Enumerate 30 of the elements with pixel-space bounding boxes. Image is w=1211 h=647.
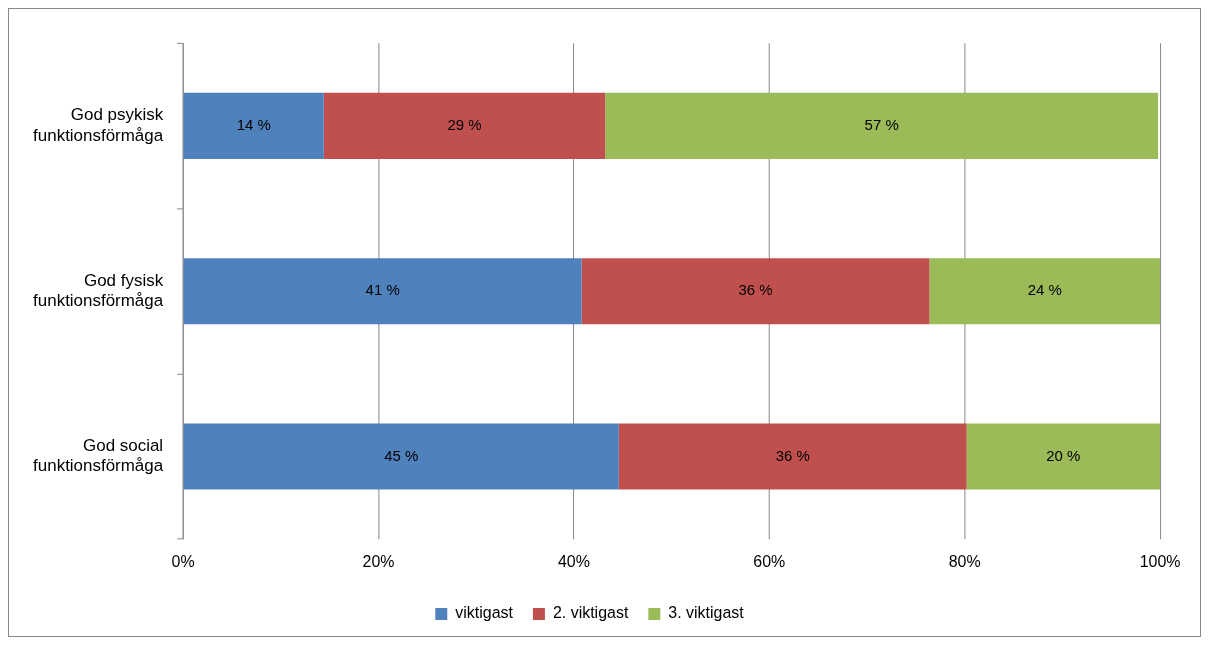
x-tick-label: 0% <box>171 553 195 571</box>
bar <box>929 258 1161 325</box>
data-label: 41 % <box>365 281 400 299</box>
bar <box>581 258 930 325</box>
bar <box>605 92 1159 159</box>
data-label: 14 % <box>236 116 271 134</box>
y-tick-label: God social funktionsförmåga <box>33 435 164 476</box>
legend-label: 2. viktigast <box>552 604 629 622</box>
legend-label: viktigast <box>455 604 514 622</box>
data-label: 36 % <box>775 446 810 464</box>
bar <box>618 423 967 490</box>
x-tick-label: 20% <box>362 553 395 571</box>
legend-label: 3. viktigast <box>668 604 745 622</box>
data-label: 45 % <box>384 446 419 464</box>
bar <box>183 423 619 490</box>
data-label: 20 % <box>1046 446 1081 464</box>
data-label: 36 % <box>738 281 773 299</box>
bar <box>183 92 324 159</box>
x-tick-label: 100% <box>1139 553 1181 571</box>
y-tick-label: God fysisk funktionsförmåga <box>33 270 164 311</box>
y-tick-label: God psykisk funktionsförmåga <box>33 105 164 145</box>
bar <box>323 92 606 159</box>
data-label: 29 % <box>447 116 482 134</box>
x-tick-label: 80% <box>948 553 981 571</box>
bar <box>183 258 582 325</box>
data-label: 24 % <box>1027 281 1062 299</box>
x-tick-label: 40% <box>557 553 590 571</box>
x-tick-label: 60% <box>753 553 786 571</box>
data-label: 57 % <box>864 116 899 134</box>
bar <box>966 423 1161 490</box>
